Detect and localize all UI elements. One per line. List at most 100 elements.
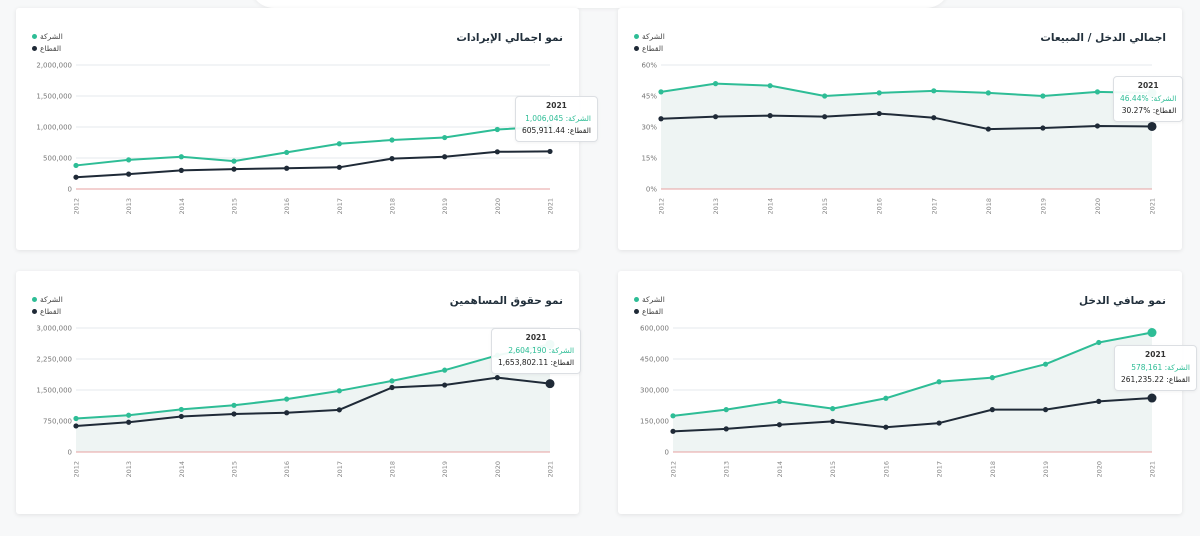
legend-item-sector[interactable]: القطاع: [32, 305, 63, 317]
company-point: [178, 406, 184, 413]
sector-dot-icon: [634, 308, 639, 314]
chart-tooltip: 2021 الشركة: %46.44 القطاع: %30.27: [1113, 76, 1184, 122]
top-search-bar[interactable]: [250, 0, 950, 8]
x-tick-label: 2017: [930, 198, 938, 215]
company-point: [178, 154, 184, 160]
company-point: [883, 395, 889, 401]
sector-point: [494, 149, 500, 155]
legend-label: القطاع: [642, 306, 664, 316]
sector-point: [284, 410, 290, 416]
company-point: [985, 90, 991, 96]
company-point: [723, 407, 729, 413]
chart-plot[interactable]: 0 150,000 300,000 450,000 600,000 2012 2013 201…: [618, 271, 1182, 514]
x-tick-label: 2018: [989, 461, 997, 478]
sector-point: [1147, 393, 1157, 403]
tooltip-sector-value: %30.27: [1121, 106, 1151, 115]
sector-point: [712, 114, 719, 120]
chart-legend: الشركة القطاع: [32, 293, 63, 317]
chart-legend: الشركة القطاع: [634, 30, 665, 54]
company-point: [1096, 339, 1102, 346]
y-tick-label: 2,250,000: [36, 356, 72, 364]
sector-point: [883, 424, 889, 430]
company-point: [776, 398, 783, 404]
x-tick-label: 2014: [178, 461, 186, 478]
company-point: [931, 88, 937, 94]
legend-label: القطاع: [40, 43, 62, 53]
sector-point: [767, 113, 773, 119]
sector-point: [931, 115, 937, 121]
company-point: [1094, 89, 1101, 95]
y-tick-label: 1,000,000: [36, 124, 72, 132]
legend-item-sector[interactable]: القطاع: [634, 42, 665, 54]
x-tick-label: 2013: [125, 461, 133, 478]
chart-title: نمو اجمالي الإيرادات: [456, 32, 563, 44]
legend-item-company[interactable]: الشركة: [32, 30, 63, 42]
company-point: [336, 141, 342, 147]
tooltip-company-row: الشركة: %46.44: [1120, 94, 1177, 103]
x-tick-label: 2018: [985, 198, 993, 215]
tooltip-sector-row: القطاع: 261,235.22: [1121, 375, 1190, 384]
x-tick-label: 2013: [125, 198, 133, 215]
y-tick-label: 150,000: [640, 418, 669, 426]
x-tick-label: 2018: [389, 461, 397, 478]
legend-item-sector[interactable]: القطاع: [32, 42, 63, 54]
x-tick-label: 2016: [882, 461, 890, 478]
company-point: [670, 413, 676, 419]
x-tick-label: 2021: [1149, 461, 1157, 478]
y-tick-label: 15%: [641, 155, 657, 163]
x-tick-label: 2019: [441, 198, 449, 215]
company-point: [126, 412, 132, 418]
legend-item-company[interactable]: الشركة: [634, 293, 665, 305]
company-point: [284, 396, 290, 402]
x-tick-label: 2021: [1149, 198, 1157, 215]
company-dot-icon: [634, 296, 639, 302]
company-point: [442, 367, 448, 373]
legend-item-company[interactable]: الشركة: [634, 30, 665, 42]
sector-point: [547, 148, 553, 155]
sector-dot-icon: [32, 45, 37, 51]
company-series-line: [75, 125, 551, 167]
x-tick-label: 2012: [73, 198, 81, 215]
company-series-line: [75, 343, 551, 420]
sector-point: [494, 375, 500, 381]
x-tick-label: 2014: [776, 461, 784, 478]
company-point: [830, 406, 836, 412]
x-tick-label: 2015: [231, 198, 239, 215]
sector-point: [73, 174, 79, 180]
x-tick-label: 2012: [658, 198, 666, 215]
shareholders-equity-card: نمو حقوق المساهمين الشركة القطاع 0 750,00…: [16, 271, 582, 514]
y-tick-label: 30%: [641, 124, 657, 132]
tooltip-company-row: الشركة: 2,604,190: [508, 346, 575, 355]
company-point: [936, 379, 942, 385]
sector-point: [231, 166, 237, 172]
sector-point: [231, 411, 237, 417]
chart-plot[interactable]: 0 750,000 1,500,000 2,250,000 3,000,000 2012 2…: [16, 271, 579, 514]
sector-point: [723, 426, 729, 432]
chart-plot[interactable]: 0% 15% 30% 45% 60% 2012 2013 2014 2015 2016 2017 20…: [618, 8, 1182, 250]
chart-title: نمو صافي الدخل: [1078, 295, 1166, 307]
x-tick-label: 2021: [547, 461, 555, 478]
legend-item-sector[interactable]: القطاع: [634, 305, 665, 317]
x-tick-label: 2012: [670, 461, 678, 478]
legend-label: القطاع: [40, 306, 62, 316]
sector-point: [126, 419, 132, 425]
y-tick-label: 1,500,000: [36, 387, 72, 395]
tooltip-sector-row: القطاع: 605,911.44: [522, 126, 591, 135]
chart-tooltip: 2021 الشركة: 578,161 القطاع: 261,235.22: [1114, 345, 1197, 391]
y-tick-label: 45%: [641, 93, 657, 101]
y-tick-label: 3,000,000: [36, 325, 72, 333]
sector-point: [442, 154, 448, 160]
company-point: [73, 415, 79, 422]
x-tick-label: 2021: [547, 198, 555, 215]
company-point: [876, 90, 882, 96]
x-tick-label: 2016: [283, 461, 291, 478]
y-tick-label: 300,000: [640, 387, 669, 395]
sector-series-line: [660, 112, 1153, 131]
sector-point: [989, 407, 995, 413]
tooltip-company-value: 578,161: [1131, 363, 1163, 372]
chart-legend: الشركة القطاع: [634, 293, 665, 317]
chart-plot[interactable]: 0 500,000 1,000,000 1,500,000 2,000,000 2012 2…: [16, 8, 579, 250]
legend-item-company[interactable]: الشركة: [32, 293, 63, 305]
y-tick-label: 60%: [641, 62, 657, 70]
company-point: [284, 149, 290, 156]
